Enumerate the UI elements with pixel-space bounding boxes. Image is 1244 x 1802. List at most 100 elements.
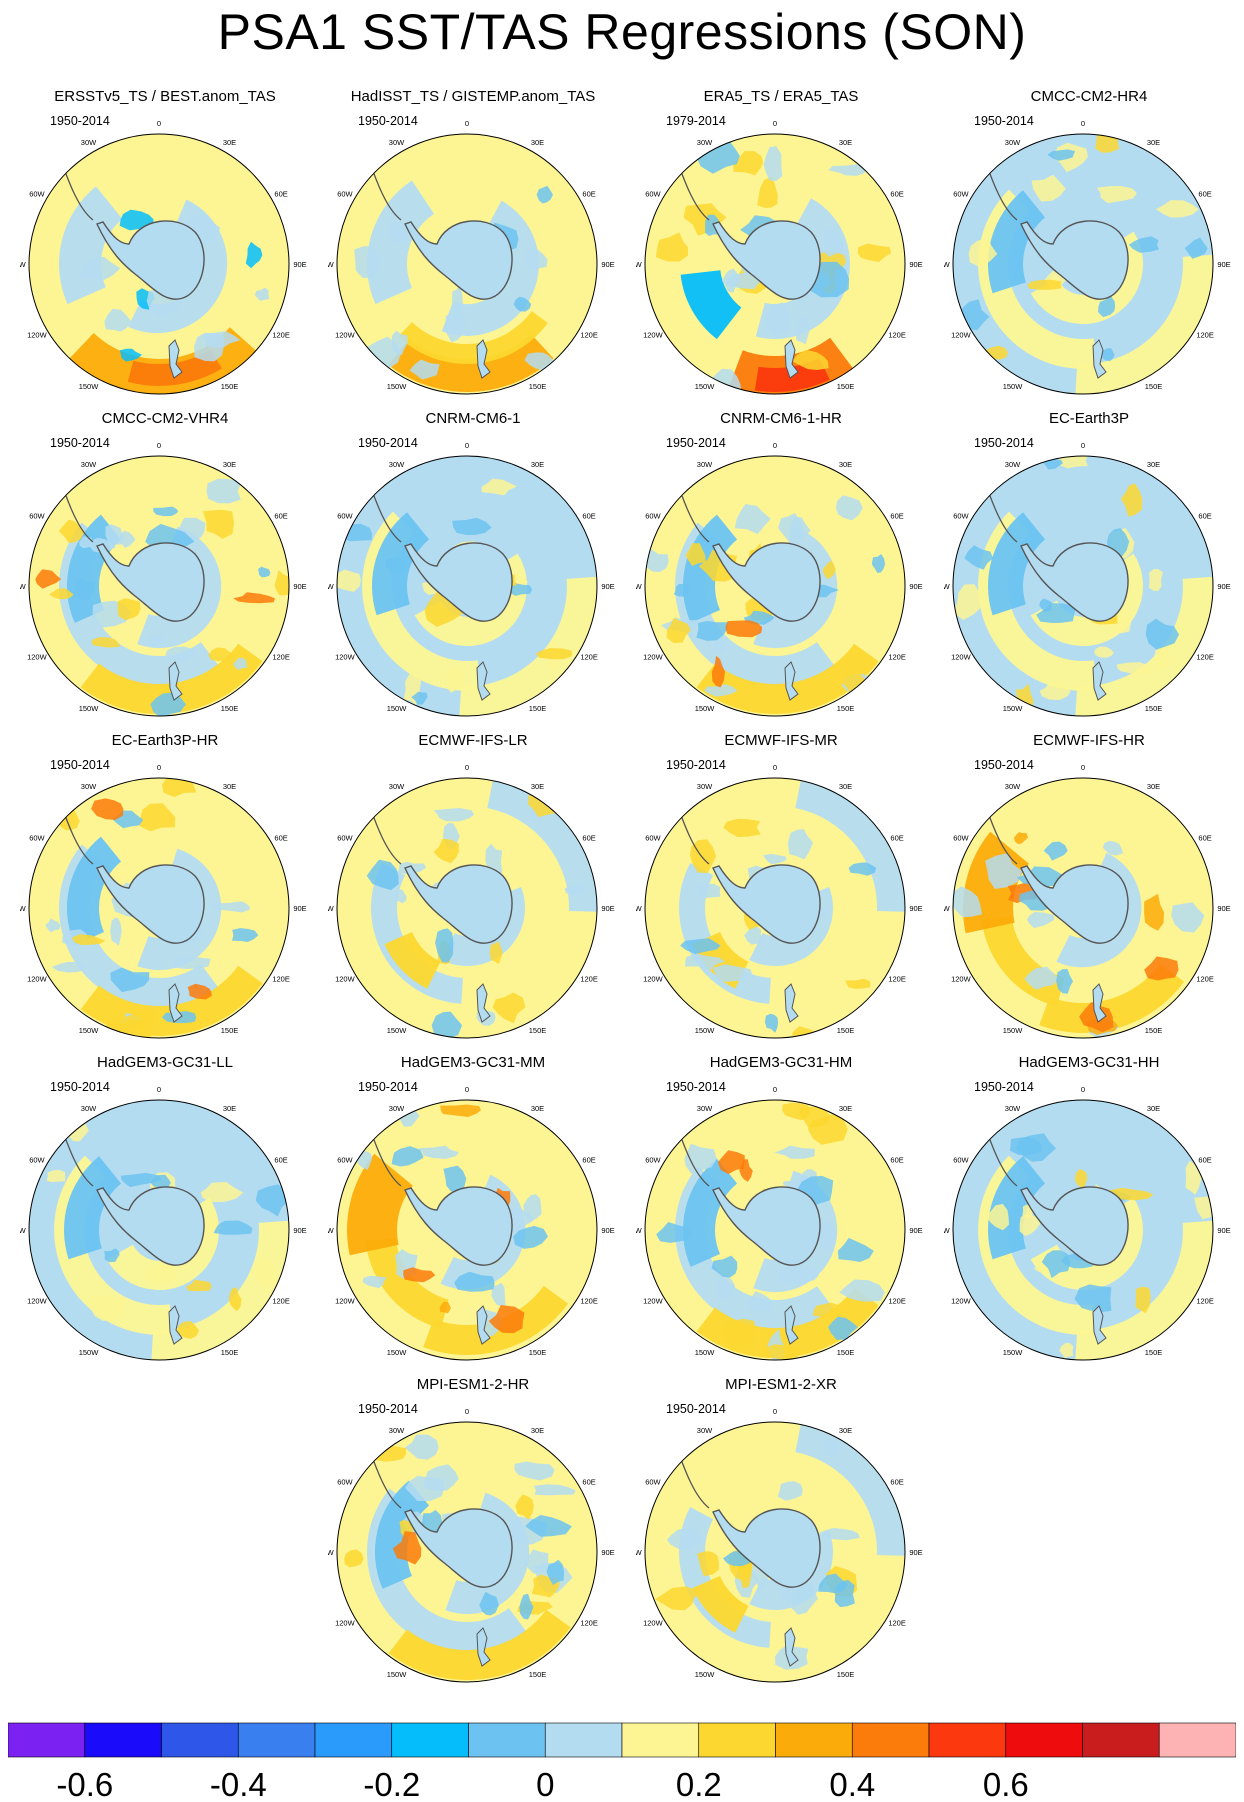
longitude-label: 0 — [157, 1085, 161, 1094]
longitude-label: 60W — [337, 834, 353, 843]
longitude-label: 120E — [272, 975, 290, 984]
longitude-label: 30W — [697, 782, 713, 791]
longitude-label: 0 — [465, 763, 469, 772]
longitude-label: 0 — [773, 119, 777, 128]
longitude-label: 120E — [888, 653, 906, 662]
longitude-label: 90W — [328, 904, 335, 913]
longitude-label: 30E — [531, 1104, 544, 1113]
map-panel: HadGEM3-GC31-HM 1950-2014 0 30E 60E 90E 120E 15… — [636, 1054, 926, 1372]
map-border — [336, 133, 598, 395]
longitude-label: 60W — [337, 1156, 353, 1165]
panel-title: HadGEM3-GC31-LL — [97, 1054, 233, 1071]
longitude-label: 60E — [1198, 834, 1211, 843]
polar-map: 0 30E 60E 90E 120E 150E 180 150W 120W 90W 60W 30W — [328, 763, 615, 1046]
longitude-label: 90W — [20, 582, 27, 591]
map-border — [336, 1099, 598, 1361]
longitude-label: 120W — [643, 975, 664, 984]
longitude-label: 180 — [1077, 1367, 1090, 1368]
longitude-label: 120W — [643, 1619, 664, 1628]
colorbar-box — [84, 1722, 162, 1758]
longitude-label: 150E — [221, 1026, 239, 1035]
colorbar-tick-label: 0.2 — [676, 1766, 722, 1802]
panel-title: CNRM-CM6-1-HR — [720, 410, 842, 427]
longitude-label: 30W — [389, 782, 405, 791]
longitude-label: 60E — [1198, 512, 1211, 521]
colorbar-box — [1005, 1722, 1083, 1758]
longitude-label: 90W — [328, 1226, 335, 1235]
longitude-label: 90W — [20, 260, 27, 269]
longitude-label: 60W — [645, 1156, 661, 1165]
longitude-label: 150E — [837, 1348, 855, 1357]
panel-title: ERSSTv5_TS / BEST.anom_TAS — [54, 88, 276, 105]
map-panel: ECMWF-IFS-HR 1950-2014 0 30E 60E 90E 120E 150E 1… — [944, 732, 1234, 1050]
longitude-label: 60E — [890, 1478, 903, 1487]
colorbar-tick-label: 0.6 — [983, 1766, 1029, 1802]
map-panel: ERSSTv5_TS / BEST.anom_TAS 1950-2014 0 30E 6… — [20, 88, 310, 406]
longitude-label: 30W — [1005, 138, 1021, 147]
colorbar-box — [237, 1722, 316, 1758]
polar-map: 0 30E 60E 90E 120E 150E 180 150W 120W 90W 60W 30W — [636, 1407, 923, 1690]
longitude-label: 30E — [1147, 138, 1160, 147]
longitude-label: 60E — [582, 1156, 595, 1165]
map-border — [336, 455, 598, 717]
panel-title: CMCC-CM2-HR4 — [1030, 88, 1148, 105]
longitude-label: 60W — [337, 1478, 353, 1487]
polar-map: 0 30E 60E 90E 120E 150E 180 150W 120W 90W 60W 30W — [944, 441, 1231, 724]
longitude-label: 30E — [1147, 460, 1160, 469]
longitude-label: 60E — [582, 512, 595, 521]
longitude-label: 90E — [601, 1548, 614, 1557]
longitude-label: 150W — [695, 1670, 716, 1679]
panel-period: 1950-2014 — [974, 436, 1034, 450]
panel-title: ERA5_TS / ERA5_TAS — [703, 88, 859, 105]
panel-period: 1950-2014 — [666, 436, 726, 450]
longitude-label: 150E — [529, 1348, 547, 1357]
longitude-label: 90W — [20, 904, 27, 913]
longitude-label: 120W — [951, 653, 972, 662]
longitude-label: 90E — [1217, 260, 1230, 269]
map-panel: EC-Earth3P 1950-2014 0 30E 60E 90E 120E 150E 180… — [944, 410, 1234, 728]
longitude-label: 120E — [888, 1297, 906, 1306]
longitude-label: 30W — [389, 1104, 405, 1113]
longitude-label: 180 — [769, 723, 782, 724]
longitude-label: 120W — [27, 331, 48, 340]
longitude-label: 30E — [839, 460, 852, 469]
panel-title: ECMWF-IFS-LR — [418, 732, 528, 749]
longitude-label: 60W — [953, 1156, 969, 1165]
longitude-label: 60E — [890, 1156, 903, 1165]
map-panel: HadGEM3-GC31-HH 1950-2014 0 30E 60E 90E 120E 15… — [944, 1054, 1234, 1372]
longitude-label: 60W — [645, 1478, 661, 1487]
longitude-label: 120E — [272, 653, 290, 662]
longitude-label: 60W — [953, 190, 969, 199]
colorbar-box — [468, 1722, 546, 1758]
longitude-label: 60W — [29, 190, 45, 199]
polar-map: 0 30E 60E 90E 120E 150E 180 150W 120W 90W 60W 30W — [20, 763, 307, 1046]
longitude-label: 150E — [1145, 704, 1163, 713]
panel-period: 1950-2014 — [666, 758, 726, 772]
longitude-label: 150E — [1145, 1026, 1163, 1035]
longitude-label: 90E — [1217, 582, 1230, 591]
longitude-label: 120E — [580, 1297, 598, 1306]
panel-title: EC-Earth3P-HR — [111, 732, 219, 749]
longitude-label: 120W — [27, 1297, 48, 1306]
longitude-label: 150W — [695, 1348, 716, 1357]
longitude-label: 120E — [272, 1297, 290, 1306]
longitude-label: 180 — [769, 1045, 782, 1046]
longitude-label: 30E — [839, 782, 852, 791]
longitude-label: 0 — [1081, 1085, 1085, 1094]
longitude-label: 150W — [387, 1670, 408, 1679]
longitude-label: 90W — [944, 260, 951, 269]
map-panel: HadGEM3-GC31-LL 1950-2014 0 30E 60E 90E 120E 15… — [20, 1054, 310, 1372]
longitude-label: 120E — [888, 975, 906, 984]
longitude-label: 90W — [328, 260, 335, 269]
longitude-label: 90W — [636, 904, 643, 913]
longitude-label: 90E — [293, 904, 306, 913]
longitude-label: 150E — [1145, 1348, 1163, 1357]
longitude-label: 90E — [601, 582, 614, 591]
map-border — [336, 777, 598, 1039]
polar-map: 0 30E 60E 90E 120E 150E 180 150W 120W 90W 60W 30W — [636, 1085, 923, 1368]
panel-title: HadGEM3-GC31-HM — [709, 1054, 853, 1071]
map-border — [644, 1421, 906, 1683]
panel-period: 1950-2014 — [358, 1080, 418, 1094]
longitude-label: 150E — [529, 1026, 547, 1035]
longitude-label: 150E — [1145, 382, 1163, 391]
